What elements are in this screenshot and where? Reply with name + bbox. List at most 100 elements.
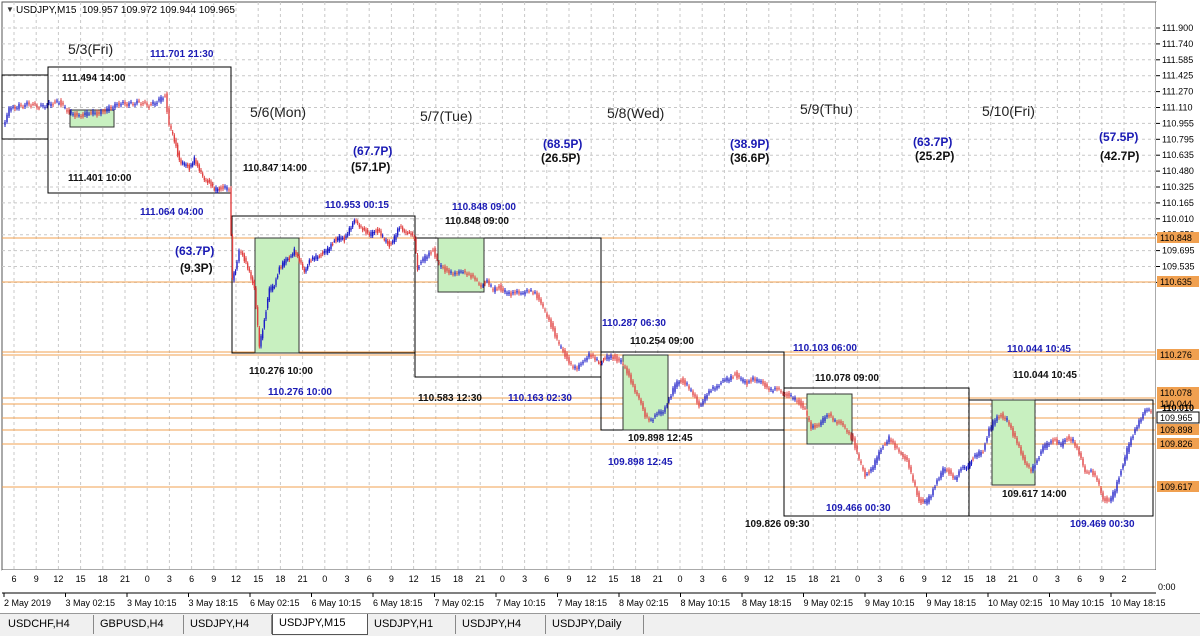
annotation-label: 109.898 12:45: [608, 457, 673, 468]
chart-tab[interactable]: USDJPY,M15: [272, 614, 368, 635]
candle-body: [4, 122, 6, 125]
candle-body: [986, 438, 988, 442]
candle-body: [940, 472, 942, 479]
time-axis-hour: 21: [653, 574, 663, 584]
candle-body: [808, 417, 810, 421]
candle-body: [238, 250, 240, 262]
candle-body: [68, 109, 70, 113]
candle-body: [814, 425, 816, 428]
candle-body: [188, 165, 191, 170]
candle-body: [104, 110, 106, 113]
candle-body: [482, 285, 484, 287]
candle-body: [228, 189, 230, 191]
candle-body: [386, 241, 389, 244]
candle-body: [34, 103, 36, 105]
candle-body: [928, 496, 930, 503]
candle-body: [874, 460, 876, 468]
candle-body: [150, 104, 152, 106]
time-axis[interactable]: 6 9 12 15 18 21 0 3 6 9 12 15 18 21 0 3 6 9 12 15 18 21 0 3 6 9 12…: [2, 570, 1200, 612]
candle-body: [454, 272, 456, 275]
annotation-label: 109.617 14:00: [1002, 489, 1067, 500]
candle-body: [842, 423, 844, 426]
candle-body: [464, 270, 466, 273]
candle-body: [880, 449, 882, 452]
candle-body: [1040, 451, 1042, 455]
annotation-label: 110.078 09:00: [815, 373, 879, 384]
candle-body: [788, 393, 790, 397]
candle-body: [126, 104, 128, 106]
candle-body: [696, 396, 698, 403]
candle-body: [632, 381, 634, 386]
candle-body: [476, 279, 478, 281]
candle-body: [432, 249, 434, 251]
chart-tab[interactable]: USDJPY,Daily: [546, 615, 644, 634]
pips-body-mon: (9.3P): [180, 261, 213, 275]
candle-body: [606, 355, 608, 360]
candle-body: [120, 104, 122, 106]
candle-body: [1122, 465, 1124, 469]
candle-body: [195, 159, 197, 165]
candle-body: [398, 228, 401, 230]
chart-tab[interactable]: USDCHF,H4: [2, 615, 94, 634]
time-axis-date: 6 May 18:15: [373, 598, 423, 608]
candle-body: [22, 106, 24, 108]
candle-body: [456, 272, 458, 274]
candle-body: [538, 294, 540, 300]
time-axis-hour: 18: [986, 574, 996, 584]
candle-body: [1076, 445, 1078, 449]
chart-tab[interactable]: USDJPY,H4: [184, 615, 272, 634]
candle-body: [286, 259, 289, 261]
candle-body: [824, 417, 826, 421]
time-axis-hour: 18: [275, 574, 285, 584]
time-axis-hour: 3: [877, 574, 882, 584]
candle-body: [756, 379, 758, 382]
chart-tab[interactable]: USDJPY,H1: [368, 615, 456, 634]
candle-body: [774, 388, 776, 390]
candle-body: [714, 388, 716, 390]
current-price-label: 110.010: [1162, 403, 1194, 413]
candle-body: [916, 488, 918, 495]
candle-body: [608, 356, 610, 360]
candle-body: [1044, 444, 1046, 449]
candle-body: [224, 186, 226, 188]
candle-body: [64, 106, 66, 108]
candle-body: [1074, 441, 1076, 447]
candle-body: [784, 393, 786, 395]
candle-body: [965, 468, 968, 470]
candle-body: [972, 458, 974, 460]
candle-body: [353, 220, 356, 223]
candle-body: [996, 416, 998, 421]
candle-body: [508, 292, 510, 295]
price-axis-label: 110.325: [1162, 182, 1194, 192]
candle-body: [215, 187, 217, 192]
time-axis-hour: 9: [389, 574, 394, 584]
candle-body: [610, 355, 612, 358]
annotation-label: 110.953 00:15: [325, 200, 389, 211]
price-axis[interactable]: 111.900 111.740 111.585 111.425 111.270 111.1…: [1156, 2, 1200, 570]
price-tag-label: 109.826: [1160, 439, 1193, 449]
candle-body: [1020, 446, 1022, 454]
candle-body: [550, 319, 552, 327]
time-axis-date: 7 May 02:15: [435, 598, 485, 608]
candle-body: [130, 101, 132, 103]
candle-body: [171, 131, 174, 134]
candle-body: [366, 230, 369, 233]
candle-body: [1012, 428, 1014, 436]
candle-body: [910, 466, 912, 473]
candle-body: [754, 378, 756, 381]
chart-tab[interactable]: USDJPY,H4: [456, 615, 546, 634]
candle-body: [794, 397, 796, 400]
session-boxes: [1, 66, 1154, 517]
candle-body: [241, 252, 244, 255]
time-axis-date: 10 May 18:15: [1111, 598, 1166, 608]
candle-body: [468, 273, 470, 275]
candle-body: [216, 189, 219, 192]
chart-tab[interactable]: GBPUSD,H4: [94, 615, 184, 634]
candle-body: [540, 299, 542, 304]
candle-body: [688, 386, 690, 389]
candle-body: [500, 285, 502, 291]
candle-body: [28, 102, 30, 105]
candle-body: [970, 461, 973, 464]
candle-body: [822, 418, 824, 423]
